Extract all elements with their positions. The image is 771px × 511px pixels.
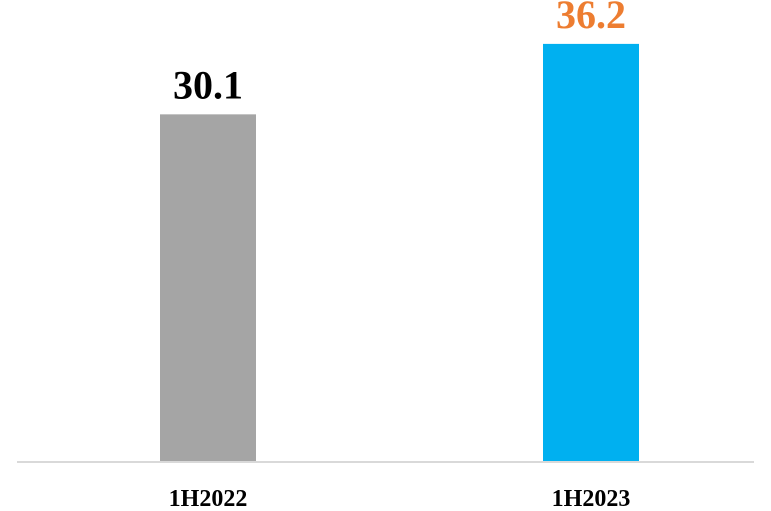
bar-1h2022 bbox=[160, 114, 256, 462]
x-tick-label-1h2022: 1H2022 bbox=[169, 486, 248, 511]
data-label-1h2023: 36.2 bbox=[556, 0, 626, 37]
data-labels-layer: 30.1 36.2 bbox=[173, 0, 626, 107]
x-tick-labels-layer: 1H2022 1H2023 bbox=[169, 486, 631, 511]
x-tick-label-1h2023: 1H2023 bbox=[552, 486, 631, 511]
bars-layer bbox=[160, 43, 639, 462]
bar-1h2023 bbox=[543, 43, 639, 462]
data-label-1h2022: 30.1 bbox=[173, 62, 243, 107]
